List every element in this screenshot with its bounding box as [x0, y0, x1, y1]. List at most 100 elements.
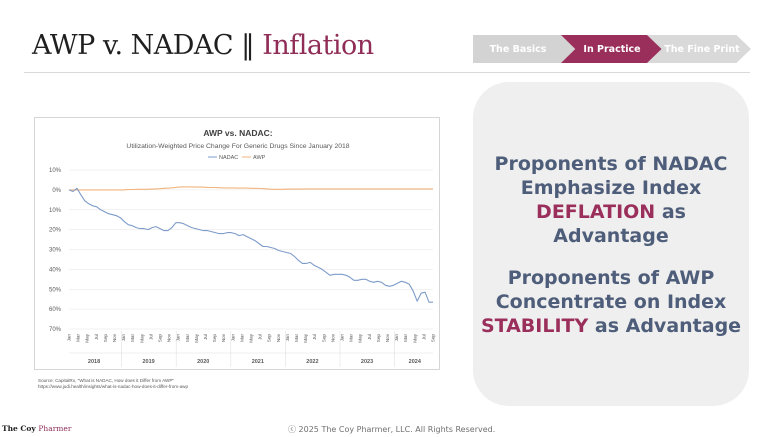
x-tick-label: May: [85, 333, 90, 342]
x-year-label: 2021: [252, 359, 264, 365]
x-tick-label: Sep: [267, 334, 272, 343]
y-tick-label: 20%: [49, 228, 62, 234]
x-tick-label: Mar: [403, 334, 408, 342]
legend-label-awp: AWP: [253, 155, 266, 161]
source-citation: Source: CapitalRx, "What is NADAC, How d…: [38, 378, 175, 383]
chart-series: [68, 186, 433, 303]
x-tick-label: Jan: [176, 334, 181, 342]
series-line-nadac: [68, 187, 433, 303]
takeaway-line: Advantage: [553, 225, 669, 247]
nav-step-label: The Fine Print: [664, 43, 740, 55]
chart-container: AWP vs. NADAC: Utilization-Weighted Pric…: [34, 117, 440, 370]
deflation-highlight: DEFLATION: [536, 201, 656, 223]
y-axis-ticks: 10% 0% 10% 20% 30% 40% 50% 60% 70%: [49, 168, 62, 333]
x-tick-label: Jul: [148, 334, 153, 340]
x-tick-label: Nov: [167, 333, 172, 342]
x-tick-label: Sep: [431, 334, 436, 343]
y-tick-label: 40%: [49, 267, 62, 273]
y-tick-label: 10%: [49, 168, 62, 174]
x-year-label: 2022: [306, 359, 318, 365]
title-divider: [24, 72, 750, 73]
x-tick-label: Mar: [185, 334, 190, 342]
takeaway-text: as: [655, 201, 686, 223]
awp-nadac-line-chart: AWP vs. NADAC: Utilization-Weighted Pric…: [49, 128, 436, 367]
x-year-label: 2018: [88, 359, 100, 365]
series-line-awp: [69, 186, 433, 191]
x-tick-label: Jan: [394, 334, 399, 342]
page-title-accent: Inflation: [262, 30, 374, 61]
x-tick-label: Sep: [158, 334, 163, 343]
x-tick-label: Nov: [221, 333, 226, 342]
x-tick-label: Nov: [112, 333, 117, 342]
x-tick-label: Jan: [67, 334, 72, 342]
x-tick-label: Jan: [121, 334, 126, 342]
title-separator: ‖: [241, 30, 255, 61]
nadac-takeaway: Proponents of NADAC Emphasize Index DEFL…: [473, 152, 749, 248]
awp-takeaway: Proponents of AWP Concentrate on Index S…: [473, 266, 749, 338]
nav-step-in-practice[interactable]: In Practice: [561, 35, 663, 63]
takeaway-line: Proponents of NADAC: [494, 153, 728, 175]
x-tick-label: Jul: [367, 334, 372, 340]
chart-source: Source: CapitalRx, "What is NADAC, How d…: [38, 378, 188, 390]
takeaway-line: STABILITY as Advantage: [473, 314, 749, 338]
page-title-main: AWP v. NADAC: [32, 30, 234, 61]
chart-legend: NADAC AWP: [208, 155, 266, 161]
chart-subtitle: Utilization-Weighted Price Change For Ge…: [126, 143, 349, 150]
nav-step-the-basics[interactable]: The Basics: [473, 35, 577, 63]
legend-label-nadac: NADAC: [219, 155, 238, 161]
x-tick-label: Jan: [340, 334, 345, 342]
y-tick-label: 0%: [52, 188, 61, 194]
nav-step-the-fine-print[interactable]: The Fine Print: [647, 35, 751, 63]
x-tick-label: Jan: [285, 334, 290, 342]
x-year-label: 2019: [143, 359, 155, 365]
x-tick-label: Jul: [203, 334, 208, 340]
x-tick-label: Mar: [239, 334, 244, 342]
x-tick-label: Nov: [385, 333, 390, 342]
x-tick-label: May: [358, 333, 363, 342]
chart-title: AWP vs. NADAC:: [203, 128, 272, 138]
x-tick-label: May: [249, 333, 254, 342]
x-tick-label: Mar: [76, 334, 81, 342]
chart-gridlines: [69, 169, 433, 330]
nav-step-label: In Practice: [583, 43, 641, 55]
logo-main: The Coy: [2, 424, 36, 433]
y-tick-label: 60%: [49, 307, 62, 313]
takeaway-line: Concentrate on Index: [495, 291, 727, 313]
y-tick-label: 70%: [49, 327, 62, 333]
nav-step-label: The Basics: [489, 43, 547, 55]
footer-logo: The Coy Pharmer: [2, 424, 71, 433]
y-tick-label: 10%: [49, 208, 62, 214]
y-tick-label: 30%: [49, 248, 62, 254]
x-tick-label: Jul: [258, 334, 263, 340]
x-tick-label: Jan: [230, 334, 235, 342]
x-tick-label: Sep: [376, 334, 381, 343]
takeaway-line: Proponents of AWP: [507, 267, 715, 289]
x-tick-label: Jul: [312, 334, 317, 340]
takeaway-line: Emphasize Index: [520, 177, 702, 199]
logo-accent: Pharmer: [38, 424, 72, 433]
takeaway-panel: Proponents of NADAC Emphasize Index DEFL…: [473, 82, 749, 406]
x-tick-label: Mar: [130, 334, 135, 342]
x-tick-label: Sep: [321, 334, 326, 343]
x-axis-ticks: Jan Mar May Jul Sep Nov Jan Mar May Jul Sep Nov Jan M…: [67, 331, 436, 367]
section-progress-nav: The Basics In Practice The Fine Print: [473, 35, 753, 63]
takeaway-line: DEFLATION as: [473, 200, 749, 224]
x-tick-label: Sep: [212, 334, 217, 343]
x-tick-label: Jul: [421, 334, 426, 340]
x-year-label: 2020: [197, 359, 209, 365]
page-title: AWP v. NADAC ‖ Inflation: [32, 30, 374, 61]
x-tick-label: May: [303, 333, 308, 342]
copyright-notice: ⓒ 2025 The Coy Pharmer, LLC. All Rights …: [288, 425, 496, 434]
source-url[interactable]: https://www.judi.health/insights/what-is…: [38, 383, 189, 389]
x-tick-label: May: [194, 333, 199, 342]
stability-highlight: STABILITY: [480, 315, 589, 337]
x-tick-label: Nov: [276, 333, 281, 342]
x-year-label: 2024: [409, 359, 422, 365]
x-tick-label: May: [139, 333, 144, 342]
x-tick-label: Nov: [330, 333, 335, 342]
x-year-label: 2023: [361, 359, 373, 365]
y-tick-label: 50%: [49, 287, 62, 293]
x-tick-label: Jul: [94, 334, 99, 340]
x-tick-label: Mar: [294, 334, 299, 342]
x-tick-label: Sep: [103, 334, 108, 343]
